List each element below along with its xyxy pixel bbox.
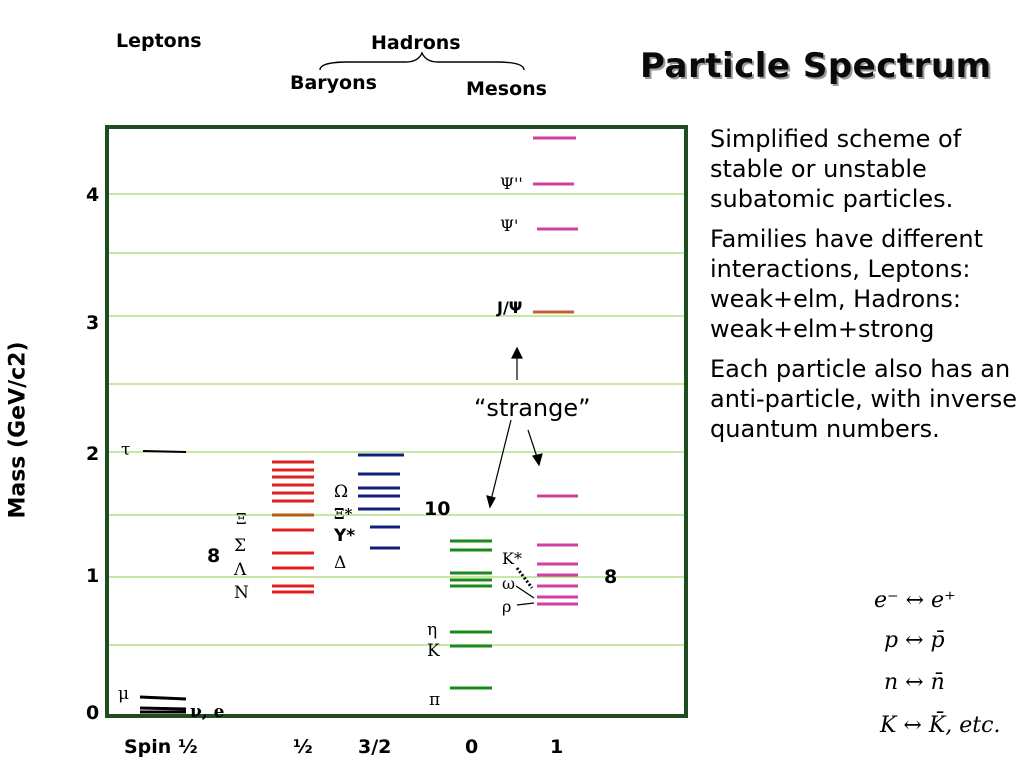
antiparticle-kaon: K ↔ K̄, etc. [880, 713, 1001, 738]
y-tick-1: 1 [86, 565, 100, 587]
baryons-header: Baryons [290, 72, 377, 94]
spectrum-plot [105, 125, 688, 718]
omega-meson-label: ω [502, 574, 516, 593]
psi1-label: Ψ' [500, 216, 519, 235]
kstar-pointer [515, 567, 534, 589]
mesons-header: Mesons [466, 78, 547, 100]
leptons-header: Leptons [116, 30, 202, 52]
description: Simplified scheme of stable or unstable … [710, 124, 1020, 454]
tau-level [142, 450, 187, 453]
xi-star-label: Ξ* [334, 505, 353, 523]
jpsi-label: J/Ψ [497, 298, 523, 317]
tau-label: τ [121, 440, 131, 460]
nu-e-label: ν, e [190, 702, 225, 722]
decuplet-label: 10 [424, 498, 451, 520]
kaon-label: K [427, 641, 440, 661]
antiparticle-electron: e⁻ ↔ e⁺ [874, 588, 956, 613]
meson-octet-label: 8 [604, 566, 618, 588]
antiparticle-neutron: n ↔ n̄ [884, 670, 945, 695]
xi-label: Ξ [236, 510, 247, 528]
baryon-decuplet-levels [358, 453, 404, 550]
x-tick-spin-0: 0 [465, 736, 479, 758]
kstar-label: K* [502, 549, 522, 568]
omega-baryon-label: Ω [334, 482, 349, 502]
pointer-lines [486, 346, 543, 606]
y-tick-0: 0 [86, 702, 100, 724]
meson-0-levels [450, 539, 492, 690]
strange-arrow-right [527, 429, 538, 458]
baryon-octet-label: 8 [207, 545, 221, 567]
eta-label: η [427, 620, 438, 640]
pion-label: π [429, 690, 441, 710]
nucleon-label: N [234, 583, 249, 603]
y-tick-2: 2 [86, 443, 100, 465]
lambda-label: Λ [234, 560, 247, 580]
baryon-octet-levels [272, 460, 314, 594]
hadrons-brace [319, 51, 525, 71]
y-star-label: Y* [334, 526, 356, 546]
arrowhead [532, 453, 543, 467]
electron-level [139, 706, 187, 711]
rho-label: ρ [502, 597, 512, 616]
hadrons-header: Hadrons [371, 32, 461, 54]
x-tick-spin-1: 1 [550, 736, 564, 758]
strange-arrow-left [490, 419, 512, 501]
x-tick-half-baryon: ½ [293, 736, 313, 758]
description-paragraph: Each particle also has an anti-particle,… [710, 355, 1017, 443]
description-paragraph: Simplified scheme of stable or unstable … [710, 125, 962, 213]
strange-label: “strange” [474, 394, 591, 422]
antiparticle-proton: p ↔ p̄ [884, 628, 945, 653]
x-tick-spin-half-lepton: Spin ½ [124, 736, 198, 758]
page-title: Particle Spectrum [640, 46, 992, 86]
lepton-levels [139, 450, 187, 714]
description-paragraph: Families have different interactions, Le… [710, 225, 984, 343]
psi2-label: Ψ'' [500, 174, 523, 193]
meson-1-levels [533, 136, 578, 606]
mu-label: μ [118, 684, 130, 704]
sigma-label: Σ [234, 536, 247, 556]
rho-pointer [516, 602, 535, 606]
plot-frame [105, 125, 688, 718]
delta-label: Δ [334, 553, 347, 573]
omega-pointer [515, 585, 535, 599]
arrowhead [511, 346, 523, 359]
arrowhead [486, 495, 496, 509]
x-tick-three-halves: 3/2 [358, 736, 392, 758]
mu-level [139, 695, 187, 701]
gridlines [109, 193, 684, 646]
y-tick-4: 4 [86, 184, 100, 206]
y-tick-3: 3 [86, 312, 100, 334]
